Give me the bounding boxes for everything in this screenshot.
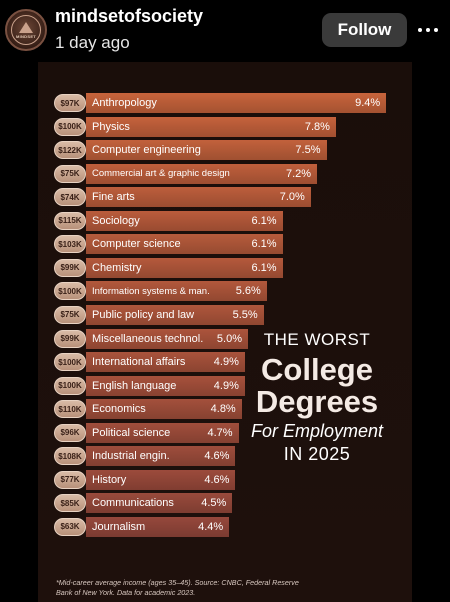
salary-badge: $75K [54, 305, 86, 324]
bar: Commercial art & graphic design 7.2% [86, 163, 318, 184]
bar-category-label: Industrial engin. [92, 450, 170, 463]
bar-category-label: Miscellaneous technol. [92, 332, 204, 345]
bar-value-label: 4.9% [213, 356, 239, 369]
salary-badge: $122K [54, 141, 86, 160]
bar-value-label: 4.9% [213, 379, 239, 392]
bar-value-label: 7.8% [304, 120, 330, 133]
bar-category-label: Computer engineering [92, 144, 201, 157]
footnote: *Mid-career average income (ages 35–45).… [56, 578, 299, 597]
bar: Computer engineering 7.5% [86, 140, 327, 161]
bar-value-label: 6.1% [251, 261, 277, 274]
bar-value-label: 7.2% [286, 167, 312, 180]
headline-line-4: For Employment [250, 421, 384, 441]
salary-badge: $115K [54, 211, 86, 230]
salary-badge: $100K [54, 353, 86, 372]
bar: Chemistry 6.1% [86, 257, 283, 278]
bar: History 4.6% [86, 469, 236, 490]
bar-value-label: 5.5% [232, 308, 258, 321]
left-margin [0, 62, 38, 602]
bar-category-label: International affairs [92, 356, 186, 369]
avatar[interactable]: MINDSET [5, 9, 47, 51]
bar-category-label: Political science [92, 426, 171, 439]
headline-line-2: College [261, 352, 373, 387]
bar: Communications 4.5% [86, 493, 233, 514]
salary-badge: $103K [54, 235, 86, 254]
salary-badge: $110K [54, 400, 86, 419]
bar-category-label: Sociology [92, 214, 140, 227]
avatar-logo-icon: MINDSET [11, 15, 41, 45]
bar-value-label: 7.0% [279, 191, 305, 204]
bar-value-label: 4.6% [204, 473, 230, 486]
bar: Fine arts 7.0% [86, 187, 311, 208]
username[interactable]: mindsetofsociety [55, 6, 204, 26]
bar: Information systems & man. 5.6% [86, 281, 267, 302]
bar: Anthropology 9.4% [86, 93, 387, 113]
bar-value-label: 5.0% [216, 332, 242, 345]
bar-category-label: Journalism [92, 520, 146, 533]
bar-value-label: 6.1% [251, 238, 277, 251]
bar: Miscellaneous technol. 5.0% [86, 328, 248, 349]
bar-category-label: Physics [92, 120, 130, 133]
salary-badge: $75K [54, 164, 86, 183]
bar-category-label: Fine arts [92, 191, 135, 204]
bar: English language 4.9% [86, 375, 245, 396]
salary-badge: $85K [54, 494, 86, 513]
salary-badge: $99K [54, 258, 86, 277]
right-margin [412, 62, 450, 602]
bar-category-label: Public policy and law [92, 308, 195, 321]
bar-category-label: Communications [92, 497, 174, 510]
bar: Journalism 4.4% [86, 516, 230, 537]
bar: Physics 7.8% [86, 116, 336, 137]
bar-value-label: 4.6% [204, 450, 230, 463]
bar-category-label: English language [92, 379, 177, 392]
salary-badge: $63K [54, 517, 86, 536]
bar: Industrial engin. 4.6% [86, 446, 236, 467]
bar-category-label: Economics [92, 403, 146, 416]
headline: THE WORST College Degrees For Employment… [232, 330, 402, 465]
salary-badge: $99K [54, 329, 86, 348]
bar-category-label: History [92, 473, 127, 486]
bar-value-label: 6.1% [251, 214, 277, 227]
post-header: MINDSET mindsetofsociety 1 day ago Follo… [0, 0, 450, 62]
salary-badge: $100K [54, 376, 86, 395]
bar-value-label: 4.5% [201, 497, 227, 510]
bar: Computer science 6.1% [86, 234, 283, 255]
more-options-icon[interactable] [418, 22, 442, 38]
bar: Economics 4.8% [86, 399, 242, 420]
headline-line-1: THE WORST [263, 330, 371, 349]
bar-value-label: 7.5% [295, 144, 321, 157]
bar-category-label: Information systems & man. [92, 285, 210, 297]
bar: International affairs 4.9% [86, 352, 245, 373]
follow-button[interactable]: Follow [322, 13, 407, 47]
salary-badge: $100K [54, 117, 86, 136]
bar-category-label: Computer science [92, 238, 181, 251]
bar: Political science 4.7% [86, 422, 239, 443]
bar-value-label: 4.4% [198, 520, 224, 533]
salary-badge: $96K [54, 423, 86, 442]
salary-badge: $108K [54, 447, 86, 466]
bar-category-label: Chemistry [92, 261, 142, 274]
headline-line-5: IN 2025 [283, 444, 351, 464]
bar-value-label: 4.7% [207, 426, 233, 439]
salary-badge: $77K [54, 470, 86, 489]
bar-value-label: 4.8% [210, 403, 236, 416]
bar-value-label: 5.6% [235, 285, 261, 298]
bar-category-label: Commercial art & graphic design [92, 168, 230, 180]
post-timestamp: 1 day ago [55, 33, 130, 52]
salary-badge: $100K [54, 282, 86, 301]
bar: Public policy and law 5.5% [86, 304, 264, 325]
salary-badge: $74K [54, 188, 86, 207]
bar-category-label: Anthropology [92, 97, 157, 109]
headline-line-3: Degrees [255, 384, 379, 419]
salary-badge: $97K [54, 94, 86, 112]
bar: Sociology 6.1% [86, 210, 283, 231]
bar-value-label: 9.4% [355, 97, 381, 109]
